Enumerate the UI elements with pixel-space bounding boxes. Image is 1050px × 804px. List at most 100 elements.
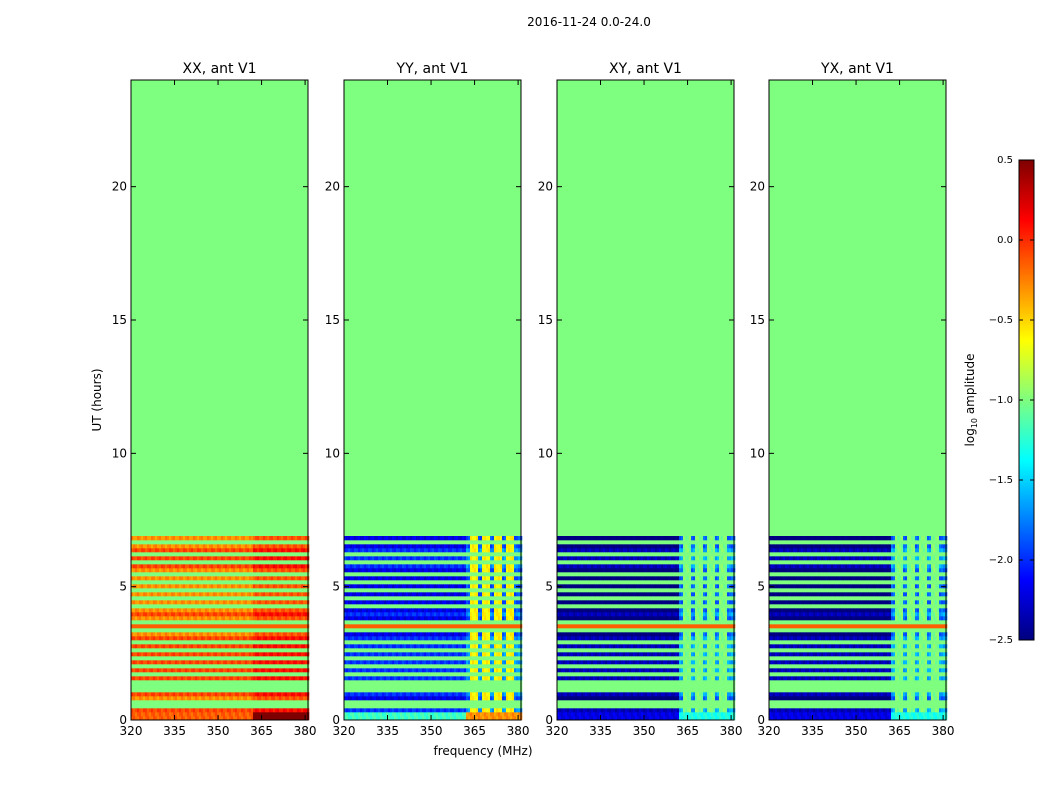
heatmap-cell	[215, 540, 217, 544]
heatmap-cell	[305, 700, 307, 704]
heatmap-cell	[305, 564, 307, 568]
heatmap-cell	[295, 584, 297, 588]
heatmap-cell	[293, 704, 295, 708]
heatmap-cell	[380, 692, 382, 696]
heatmap-cell	[189, 668, 191, 672]
heatmap-cell	[229, 548, 231, 552]
heatmap-cell	[159, 540, 161, 544]
heatmap-cell	[185, 640, 187, 644]
heatmap-cell	[281, 548, 283, 552]
heatmap-cell	[281, 632, 283, 636]
heatmap-cell	[253, 560, 255, 564]
heatmap-cell	[163, 684, 165, 688]
heatmap-cell	[201, 616, 203, 620]
heatmap-cell	[153, 660, 155, 664]
heatmap-cell	[213, 552, 215, 556]
heatmap-cell	[207, 672, 209, 676]
heatmap-cell	[245, 708, 247, 712]
heatmap-cell	[179, 592, 181, 596]
heatmap-cell	[199, 552, 201, 556]
heatmap-cell	[195, 652, 197, 656]
heatmap-cell	[185, 588, 187, 592]
heatmap-cell	[251, 680, 253, 684]
heatmap-cell	[303, 588, 305, 592]
heatmap-cell	[251, 620, 253, 624]
heatmap-cell	[275, 676, 277, 680]
heatmap-cell	[255, 668, 257, 672]
heatmap-cell	[219, 556, 221, 560]
heatmap-cell	[299, 580, 301, 584]
heatmap-cell	[412, 684, 414, 688]
heatmap-cell	[155, 712, 157, 716]
heatmap-cell	[213, 632, 215, 636]
heatmap-cell	[179, 608, 181, 612]
heatmap-cell	[229, 568, 231, 572]
heatmap-cell	[376, 688, 378, 692]
heatmap-cell	[169, 656, 171, 660]
heatmap-cell	[301, 680, 303, 684]
heatmap-cell	[247, 568, 249, 572]
heatmap-cell	[205, 624, 207, 628]
heatmap-cell	[181, 644, 183, 648]
heatmap-cell	[239, 644, 241, 648]
heatmap-cell	[181, 668, 183, 672]
heatmap-cell	[462, 684, 464, 688]
heatmap-cell	[247, 684, 249, 688]
heatmap-cell	[223, 692, 225, 696]
heatmap-cell	[422, 696, 424, 700]
heatmap-cell	[243, 540, 245, 544]
heatmap-cell	[185, 544, 187, 548]
heatmap-cell	[305, 660, 307, 664]
heatmap-cell	[406, 680, 408, 684]
heatmap-cell	[207, 584, 209, 588]
heatmap-cell	[167, 700, 169, 704]
heatmap-cell	[197, 656, 199, 660]
heatmap-cell	[149, 632, 151, 636]
heatmap-cell	[187, 644, 189, 648]
heatmap-cell	[247, 704, 249, 708]
heatmap-cell	[207, 556, 209, 560]
heatmap-cell	[211, 568, 213, 572]
heatmap-cell	[251, 592, 253, 596]
heatmap-cell	[223, 688, 225, 692]
heatmap-cell	[293, 608, 295, 612]
heatmap-cell	[271, 536, 273, 540]
heatmap-cell	[271, 632, 273, 636]
heatmap-cell	[416, 696, 418, 700]
heatmap-cell	[161, 680, 163, 684]
heatmap-cell	[185, 616, 187, 620]
heatmap-cell	[233, 612, 235, 616]
heatmap-cell	[275, 592, 277, 596]
heatmap-cell	[237, 548, 239, 552]
heatmap-cell	[259, 584, 261, 588]
heatmap-cell	[398, 700, 400, 704]
heatmap-cell	[267, 708, 269, 712]
heatmap-cell	[183, 576, 185, 580]
heatmap-cell	[227, 628, 229, 632]
heatmap-cell	[193, 620, 195, 624]
heatmap-cell	[219, 536, 221, 540]
heatmap-cell	[189, 620, 191, 624]
heatmap-cell	[187, 580, 189, 584]
heatmap-cell	[267, 700, 269, 704]
heatmap-cell	[376, 692, 378, 696]
heatmap-cell	[189, 704, 191, 708]
heatmap-cell	[211, 612, 213, 616]
heatmap-cell	[374, 700, 376, 704]
heatmap-cell	[434, 712, 436, 716]
heatmap-cell	[163, 632, 165, 636]
heatmap-cell	[378, 700, 380, 704]
heatmap-cell	[209, 592, 211, 596]
heatmap-cell	[249, 628, 251, 632]
heatmap-cell	[263, 616, 265, 620]
heatmap-cell	[195, 552, 197, 556]
heatmap-cell	[233, 600, 235, 604]
heatmap-cell	[209, 548, 211, 552]
heatmap-cell	[237, 648, 239, 652]
heatmap-cell	[488, 700, 490, 704]
heatmap-cell	[243, 592, 245, 596]
heatmap-cell	[299, 552, 301, 556]
heatmap-cell	[358, 696, 360, 700]
heatmap-cell	[271, 628, 273, 632]
heatmap-cell	[422, 688, 424, 692]
